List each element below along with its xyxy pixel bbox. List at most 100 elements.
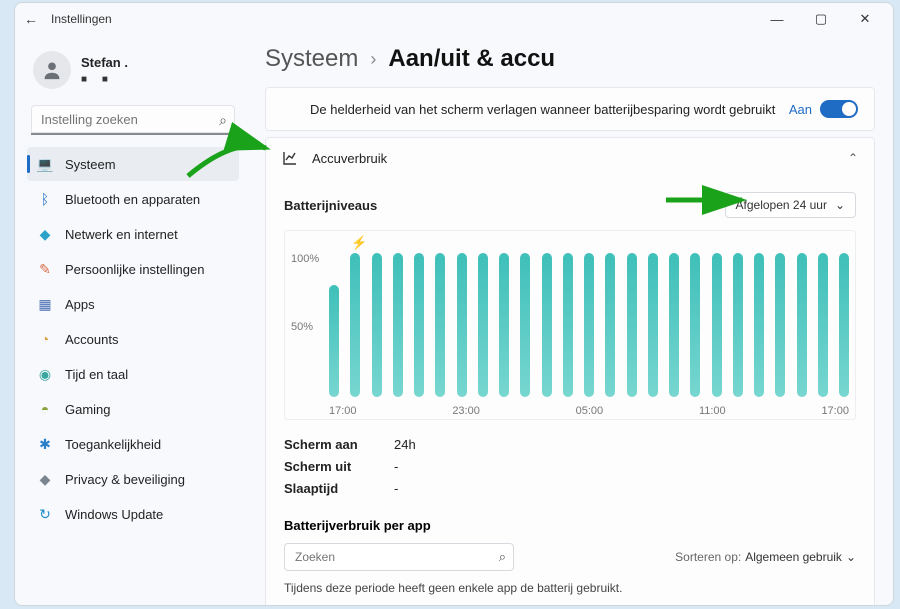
search-icon: ⌕ xyxy=(499,549,506,565)
sidebar-item-bluetooth[interactable]: ᛒ Bluetooth en apparaten xyxy=(27,182,239,216)
sidebar-item-gaming[interactable]: ◓ Gaming xyxy=(27,392,239,426)
sidebar-item-label: Persoonlijke instellingen xyxy=(65,262,204,277)
chart-bar[interactable] xyxy=(754,253,764,397)
search-input[interactable] xyxy=(31,105,235,135)
sidebar-item-privacy[interactable]: ◆ Privacy & beveiliging xyxy=(27,462,239,496)
accounts-icon: ◔ xyxy=(37,331,53,347)
period-label: Afgelopen 24 uur xyxy=(736,198,827,212)
main-content: Systeem › Aan/uit & accu De helderheid v… xyxy=(247,35,893,605)
usage-stats: Scherm aan24h Scherm uit- Slaaptijd- xyxy=(284,434,856,500)
sidebar-item-network[interactable]: ◆ Netwerk en internet xyxy=(27,217,239,251)
sidebar-item-update[interactable]: ↻ Windows Update xyxy=(27,497,239,531)
sidebar-item-label: Bluetooth en apparaten xyxy=(65,192,200,207)
chevron-right-icon: › xyxy=(370,49,376,70)
battery-chart: ⚡ 100% 50% 17:00 23:00 05:00 11:00 17:00 xyxy=(284,230,856,420)
chevron-down-icon: ⌄ xyxy=(846,550,856,564)
chart-bar[interactable] xyxy=(712,253,722,397)
chart-bar[interactable] xyxy=(839,253,849,397)
close-button[interactable]: ✕ xyxy=(843,4,887,34)
sidebar-item-label: Privacy & beveiliging xyxy=(65,472,185,487)
chart-bar[interactable] xyxy=(818,253,828,397)
chart-bar[interactable] xyxy=(542,253,552,397)
chart-bar[interactable] xyxy=(584,253,594,397)
chart-bar[interactable] xyxy=(775,253,785,397)
chart-bar[interactable] xyxy=(457,253,467,397)
battery-usage-title: Accuverbruik xyxy=(312,151,387,166)
gaming-icon: ◓ xyxy=(37,401,53,417)
access-icon: ✱ xyxy=(37,436,53,452)
time-icon: ◉ xyxy=(37,366,53,382)
maximize-button[interactable]: ▢ xyxy=(799,4,843,34)
chart-bar[interactable] xyxy=(605,253,615,397)
sidebar-item-label: Systeem xyxy=(65,157,116,172)
sidebar-item-label: Tijd en taal xyxy=(65,367,128,382)
minimize-button[interactable]: — xyxy=(755,4,799,34)
titlebar: ← Instellingen — ▢ ✕ xyxy=(15,3,893,35)
battery-levels-title: Batterijniveaus xyxy=(284,198,377,213)
brightness-label: De helderheid van het scherm verlagen wa… xyxy=(310,102,789,117)
chart-bar[interactable] xyxy=(627,253,637,397)
settings-window: ← Instellingen — ▢ ✕ Stefan . ■ ■ ⌕ 💻S xyxy=(14,2,894,606)
user-name: Stefan . xyxy=(81,55,128,70)
personal-icon: ✎ xyxy=(37,261,53,277)
chart-bar[interactable] xyxy=(690,253,700,397)
chart-bar[interactable] xyxy=(414,253,424,397)
chart-bar[interactable] xyxy=(733,253,743,397)
chart-bar[interactable] xyxy=(648,253,658,397)
settings-search[interactable]: ⌕ xyxy=(31,105,235,135)
sidebar-item-personal[interactable]: ✎ Persoonlijke instellingen xyxy=(27,252,239,286)
chart-bar[interactable] xyxy=(520,253,530,397)
chart-bar[interactable] xyxy=(393,253,403,397)
chart-bar[interactable] xyxy=(435,253,445,397)
battery-usage-header[interactable]: Accuverbruik ⌃ xyxy=(266,138,874,178)
brightness-card: De helderheid van het scherm verlagen wa… xyxy=(265,87,875,131)
sidebar-item-accounts[interactable]: ◔ Accounts xyxy=(27,322,239,356)
back-button[interactable]: ← xyxy=(21,11,41,27)
battery-usage-card: Accuverbruik ⌃ Batterijniveaus Afgelopen… xyxy=(265,137,875,605)
brightness-toggle[interactable] xyxy=(820,100,858,118)
nav-list: 💻Systeem ᛒ Bluetooth en apparaten ◆ Netwerk … xyxy=(27,147,239,531)
chart-bar[interactable] xyxy=(669,253,679,397)
privacy-icon: ◆ xyxy=(37,471,53,487)
perapp-search-input[interactable] xyxy=(284,543,514,571)
chart-bar[interactable] xyxy=(478,253,488,397)
chart-bar[interactable] xyxy=(350,253,360,397)
chart-bar[interactable] xyxy=(563,253,573,397)
chart-bar[interactable] xyxy=(372,253,382,397)
network-icon: ◆ xyxy=(37,226,53,242)
perapp-empty-message: Tijdens deze periode heeft geen enkele a… xyxy=(284,581,856,595)
toggle-state-label: Aan xyxy=(789,102,812,117)
sort-dropdown[interactable]: Sorteren op: Algemeen gebruik ⌄ xyxy=(675,550,856,564)
breadcrumb-parent[interactable]: Systeem xyxy=(265,45,358,73)
sidebar-item-label: Netwerk en internet xyxy=(65,227,178,242)
user-block[interactable]: Stefan . ■ ■ xyxy=(27,43,239,103)
perapp-search[interactable]: ⌕ xyxy=(284,543,514,571)
chart-bar[interactable] xyxy=(329,285,339,397)
update-icon: ↻ xyxy=(37,506,53,522)
sidebar-item-time[interactable]: ◉ Tijd en taal xyxy=(27,357,239,391)
charging-icon: ⚡ xyxy=(351,235,367,251)
window-title: Instellingen xyxy=(51,12,112,26)
sidebar-item-access[interactable]: ✱ Toegankelijkheid xyxy=(27,427,239,461)
sidebar-item-apps[interactable]: ▦ Apps xyxy=(27,287,239,321)
sidebar-item-label: Windows Update xyxy=(65,507,163,522)
sidebar-item-system[interactable]: 💻Systeem xyxy=(27,147,239,181)
sidebar: Stefan . ■ ■ ⌕ 💻Systeem ᛒ Bluetooth en app… xyxy=(15,35,247,605)
chart-bar[interactable] xyxy=(499,253,509,397)
apps-icon: ▦ xyxy=(37,296,53,312)
user-status-dots: ■ ■ xyxy=(81,74,128,85)
sidebar-item-label: Gaming xyxy=(65,402,111,417)
period-dropdown[interactable]: Afgelopen 24 uur ⌄ xyxy=(725,192,856,218)
sidebar-item-label: Apps xyxy=(65,297,95,312)
x-axis-labels: 17:00 23:00 05:00 11:00 17:00 xyxy=(329,405,849,417)
chevron-down-icon: ⌄ xyxy=(835,198,845,212)
perapp-title: Batterijverbruik per app xyxy=(284,518,856,533)
sidebar-item-label: Toegankelijkheid xyxy=(65,437,161,452)
y-tick-100: 100% xyxy=(291,253,319,265)
bluetooth-icon: ᛒ xyxy=(37,191,53,207)
sidebar-item-label: Accounts xyxy=(65,332,118,347)
chevron-up-icon: ⌃ xyxy=(848,151,858,165)
chart-icon xyxy=(282,150,298,166)
chart-bar[interactable] xyxy=(797,253,807,397)
y-tick-50: 50% xyxy=(291,321,313,333)
